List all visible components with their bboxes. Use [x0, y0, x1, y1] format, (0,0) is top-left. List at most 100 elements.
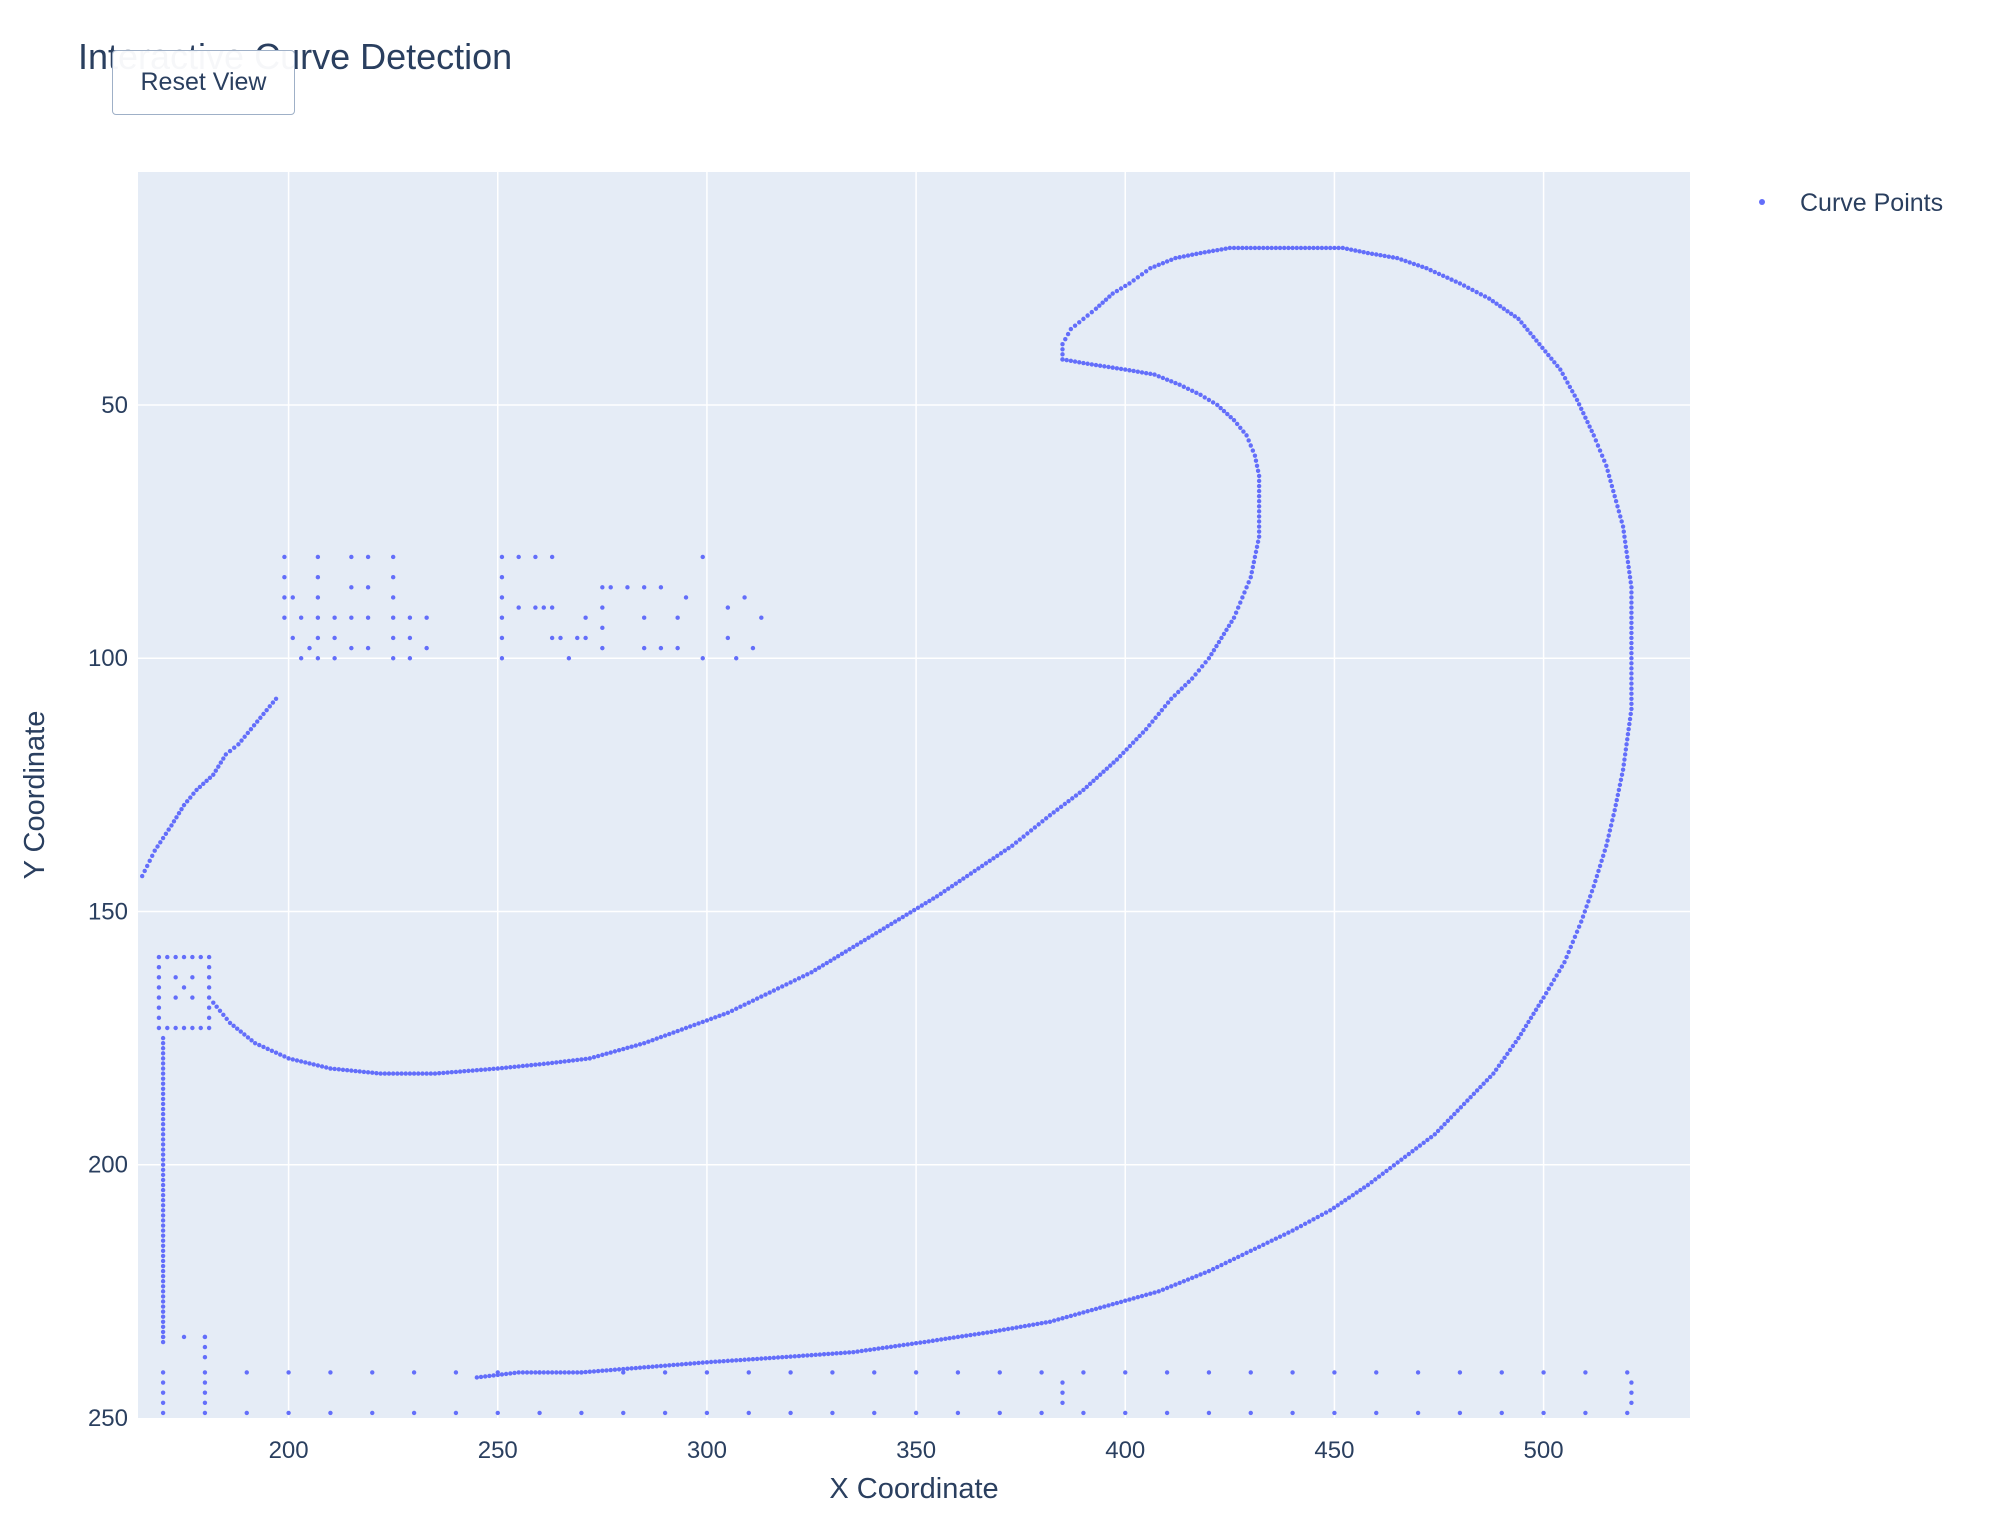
curve-point [1081, 1370, 1086, 1375]
curve-point [717, 1013, 722, 1019]
curve-point [1623, 544, 1629, 550]
curve-point [1183, 683, 1188, 688]
curve-point [160, 1324, 166, 1330]
curve-point [1060, 1390, 1065, 1395]
curve-point [800, 974, 806, 979]
curve-point [1629, 676, 1634, 681]
curve-point [1010, 1326, 1015, 1331]
curve-point [621, 1366, 626, 1372]
curve-point [160, 1142, 166, 1147]
curve-point [575, 1057, 580, 1063]
curve-point [767, 1355, 772, 1361]
curve-point [1298, 1223, 1304, 1229]
curve-point [206, 1015, 212, 1021]
curve-point [1081, 1410, 1086, 1416]
curve-point [830, 1370, 835, 1375]
curve-point [1502, 1055, 1507, 1061]
curve-point [1185, 253, 1191, 258]
curve-point [1256, 493, 1262, 499]
curve-point [1234, 421, 1240, 427]
curve-point [1574, 397, 1580, 403]
curve-point [1089, 1307, 1094, 1313]
reset-view-button[interactable]: Reset View [112, 50, 295, 115]
curve-point [1435, 1128, 1441, 1134]
curve-point [889, 921, 894, 927]
curve-point [160, 1228, 166, 1233]
curve-point [1526, 1019, 1531, 1025]
curve-point [206, 965, 212, 970]
curve-point [1084, 784, 1089, 790]
curve-point [1097, 772, 1103, 777]
curve-point [257, 1042, 262, 1048]
curve-point [600, 645, 605, 651]
curve-point [696, 1021, 701, 1026]
curve-point [612, 1049, 618, 1054]
curve-point [1156, 262, 1161, 268]
curve-point [913, 1370, 919, 1375]
curve-point [637, 1042, 643, 1047]
x-tick-label: 200 [269, 1437, 309, 1464]
curve-point [1107, 763, 1113, 768]
curve-point [866, 935, 871, 940]
curve-point [1410, 1149, 1415, 1154]
curve-point [1091, 778, 1096, 784]
curve-point [947, 1336, 952, 1341]
curve-point [1629, 610, 1634, 615]
curve-point [972, 868, 977, 874]
curve-point [221, 1012, 226, 1018]
curve-point [1252, 245, 1258, 251]
curve-point [1081, 360, 1086, 366]
curve-point [1566, 949, 1571, 955]
curve-point [788, 980, 793, 985]
curve-point [717, 1359, 722, 1364]
curve-point [918, 1340, 923, 1345]
y-tick-label: 150 [88, 898, 128, 925]
curve-point [202, 1370, 208, 1375]
y-tick-label: 200 [88, 1152, 128, 1179]
curve-point [1602, 848, 1607, 853]
curve-point [249, 1038, 254, 1043]
curve-point [1543, 349, 1548, 354]
curve-point [1231, 417, 1237, 423]
curve-point [1240, 1252, 1245, 1258]
curve-point [1611, 488, 1616, 494]
curve-point [349, 585, 354, 590]
curve-point [746, 1370, 751, 1375]
curve-point [1369, 251, 1375, 256]
curve-point [1060, 357, 1065, 362]
curve-point [1256, 1244, 1262, 1250]
curve-point [1613, 499, 1619, 504]
curve-point [1164, 1410, 1170, 1416]
curve-point [1620, 524, 1626, 529]
legend[interactable]: Curve Points [1759, 189, 1943, 217]
curve-point [152, 848, 157, 853]
curve-point [1215, 402, 1220, 408]
curve-point [1173, 255, 1178, 261]
curve-point [307, 645, 312, 651]
curve-point [1496, 1063, 1502, 1068]
curve-point [1414, 1146, 1419, 1151]
curve-point [466, 1068, 471, 1074]
curve-point [411, 1071, 417, 1076]
curve-point [1206, 656, 1212, 661]
curve-point [478, 1067, 484, 1073]
curve-point [600, 1052, 605, 1058]
curve-point [750, 645, 756, 651]
curve-point [1440, 273, 1446, 279]
curve-point [267, 704, 272, 709]
curve-point [1478, 1084, 1483, 1090]
curve-point [625, 585, 630, 590]
curve-point [1225, 411, 1230, 417]
curve-point [1508, 311, 1514, 317]
curve-point [315, 615, 321, 620]
curve-point [1448, 1115, 1454, 1120]
curve-point [1387, 1165, 1393, 1171]
curve-point [646, 1039, 651, 1044]
curve-point [1111, 760, 1116, 765]
curve-point [156, 1015, 162, 1021]
curve-point [1244, 245, 1249, 251]
curve-point [155, 844, 160, 849]
curve-point [667, 1031, 672, 1037]
curve-point [1562, 959, 1567, 965]
curve-point [650, 1037, 655, 1043]
